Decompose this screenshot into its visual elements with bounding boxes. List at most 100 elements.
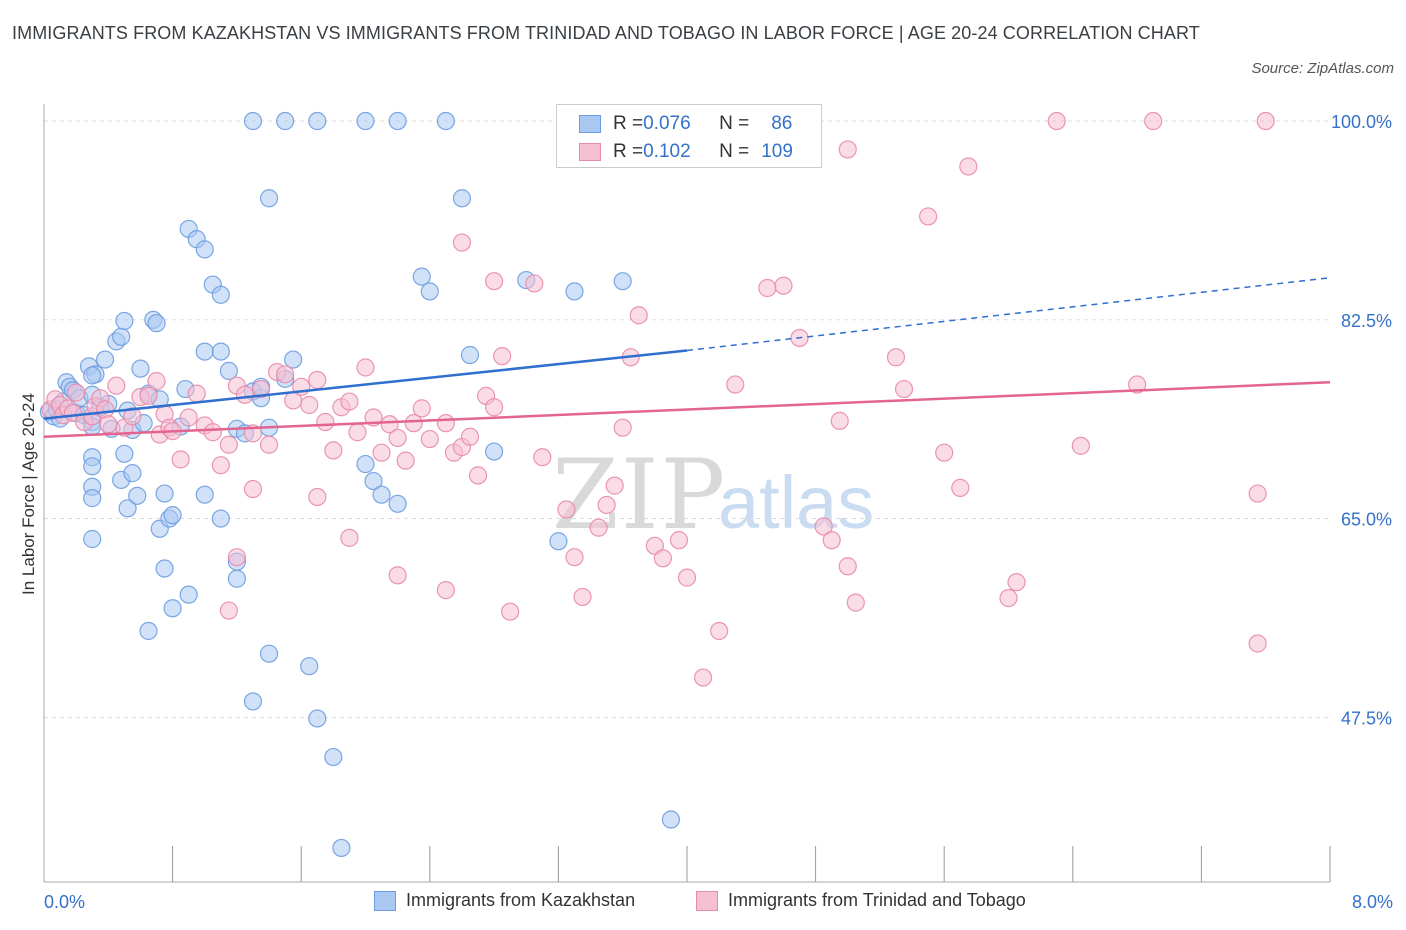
data-point-trinidad xyxy=(557,500,576,519)
data-point-trinidad xyxy=(1007,573,1026,592)
data-point-kazakhstan xyxy=(131,359,150,378)
data-point-trinidad xyxy=(187,384,206,403)
data-point-trinidad xyxy=(356,358,375,377)
data-point-kazakhstan xyxy=(460,345,480,365)
axes xyxy=(43,104,1331,883)
data-point-trinidad xyxy=(219,435,238,454)
data-point-trinidad xyxy=(846,593,865,612)
data-point-trinidad xyxy=(653,549,672,568)
series-trinidad-points xyxy=(41,111,1275,687)
data-point-trinidad xyxy=(276,365,295,384)
data-point-kazakhstan xyxy=(163,599,182,618)
data-point-trinidad xyxy=(203,423,222,442)
data-point-kazakhstan xyxy=(259,644,279,663)
data-point-kazakhstan xyxy=(195,342,214,361)
data-point-kazakhstan xyxy=(83,529,102,549)
legend-n-value: 109 xyxy=(761,141,793,162)
data-point-trinidad xyxy=(227,548,246,567)
data-point-trinidad xyxy=(300,395,319,415)
data-point-kazakhstan xyxy=(115,311,134,331)
data-point-trinidad xyxy=(139,386,158,405)
legend-r-label: R = xyxy=(613,141,644,162)
data-point-trinidad xyxy=(460,427,480,446)
data-point-trinidad xyxy=(123,407,142,426)
trend-line-kazakhstan-extension xyxy=(686,277,1331,352)
data-point-kazakhstan xyxy=(115,444,134,463)
data-point-kazakhstan xyxy=(364,471,383,491)
data-point-trinidad xyxy=(1047,111,1066,131)
series-legend-swatch-kazakhstan xyxy=(374,890,396,911)
data-point-kazakhstan xyxy=(211,342,230,361)
data-point-kazakhstan xyxy=(123,464,142,483)
data-point-trinidad xyxy=(693,668,713,687)
data-point-kazakhstan xyxy=(118,499,137,518)
series-legend-trinidad: Immigrants from Trinidad and Tobago xyxy=(696,890,1026,911)
data-point-trinidad xyxy=(235,385,255,404)
series-legend: Immigrants from Kazakhstan Immigrants fr… xyxy=(0,884,1406,920)
y-tick-label: 65.0% xyxy=(1341,510,1392,530)
data-point-trinidad xyxy=(814,517,833,536)
trend-line-kazakhstan xyxy=(43,349,688,420)
data-point-trinidad xyxy=(348,423,367,442)
data-point-kazakhstan xyxy=(227,569,246,588)
data-point-trinidad xyxy=(485,398,504,417)
data-point-kazakhstan xyxy=(485,442,504,461)
data-point-trinidad xyxy=(372,443,391,462)
y-tick-labels: 47.5% 65.0% 82.5% 100.0% xyxy=(1331,112,1392,728)
data-point-kazakhstan xyxy=(308,709,327,728)
data-point-trinidad xyxy=(452,233,472,252)
data-point-trinidad xyxy=(404,414,423,433)
data-point-kazakhstan xyxy=(139,621,158,641)
data-point-kazakhstan xyxy=(243,692,263,711)
data-point-trinidad xyxy=(324,441,343,460)
data-point-trinidad xyxy=(677,568,697,587)
data-point-kazakhstan xyxy=(276,111,295,131)
data-point-trinidad xyxy=(308,487,327,507)
data-point-kazakhstan xyxy=(284,350,303,369)
data-point-kazakhstan xyxy=(155,559,174,578)
data-point-kazakhstan xyxy=(128,486,147,505)
data-point-trinidad xyxy=(251,379,271,399)
grid-lines xyxy=(44,120,1330,718)
y-tick-label: 82.5% xyxy=(1341,311,1392,331)
correlation-legend: R = 0.076 N = 86 R = 0.102 N = 109 xyxy=(556,104,822,168)
x-tick-label: 0.0% xyxy=(44,892,85,912)
legend-r-label: R = xyxy=(613,113,644,134)
data-point-trinidad xyxy=(589,518,608,537)
y-tick-label: 47.5% xyxy=(1341,708,1392,728)
data-point-trinidad xyxy=(1256,111,1275,131)
series-legend-label: Immigrants from Kazakhstan xyxy=(406,890,636,910)
data-point-trinidad xyxy=(485,272,504,291)
data-point-trinidad xyxy=(1071,436,1090,455)
data-point-trinidad xyxy=(669,531,689,550)
data-point-trinidad xyxy=(107,376,126,395)
data-point-trinidad xyxy=(886,348,906,367)
data-point-kazakhstan xyxy=(243,111,263,131)
data-point-kazakhstan xyxy=(452,189,472,208)
data-point-trinidad xyxy=(380,415,399,434)
data-point-kazakhstan xyxy=(195,485,214,504)
data-point-trinidad xyxy=(525,274,544,293)
data-point-trinidad xyxy=(493,347,512,366)
data-point-trinidad xyxy=(613,418,632,437)
trend-lines xyxy=(43,277,1331,439)
data-point-kazakhstan xyxy=(388,111,407,131)
data-point-trinidad xyxy=(147,372,166,391)
y-tick-label: 100.0% xyxy=(1331,112,1392,132)
legend-r-value: 0.102 xyxy=(643,141,691,162)
data-point-kazakhstan xyxy=(211,285,230,304)
data-point-trinidad xyxy=(710,621,729,641)
data-point-kazakhstan xyxy=(300,657,319,676)
watermark-atlas: atlas xyxy=(718,461,874,544)
data-point-kazakhstan xyxy=(195,240,214,259)
data-point-trinidad xyxy=(1248,484,1267,503)
data-point-kazakhstan xyxy=(436,111,455,131)
data-point-trinidad xyxy=(830,411,849,430)
data-point-trinidad xyxy=(758,278,777,298)
legend-swatch-kazakhstan xyxy=(579,115,601,133)
data-point-kazakhstan xyxy=(372,485,391,504)
data-point-trinidad xyxy=(243,479,263,499)
data-point-trinidad xyxy=(573,587,592,607)
legend-r-value: 0.076 xyxy=(643,113,691,134)
data-point-trinidad xyxy=(259,435,279,454)
